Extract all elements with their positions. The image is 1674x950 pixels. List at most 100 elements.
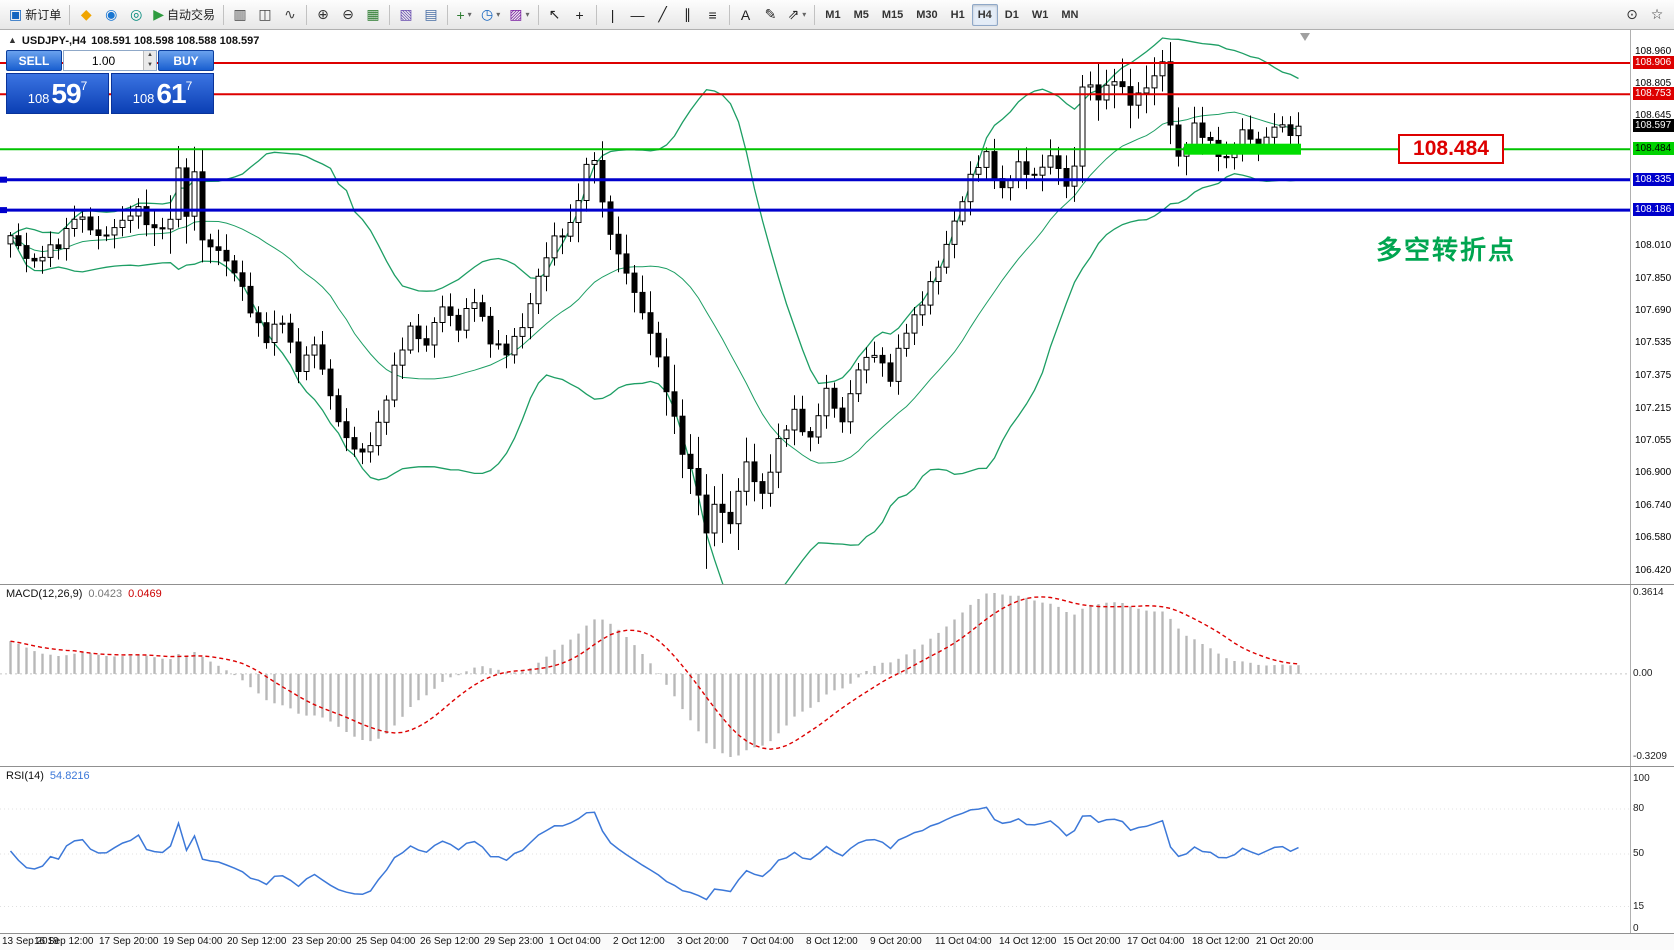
- text-button[interactable]: A: [734, 3, 758, 27]
- price-axis-label: 108.010: [1635, 240, 1672, 251]
- price-callout-label[interactable]: 108.484: [1398, 134, 1504, 164]
- price-axis-label: 107.690: [1635, 305, 1672, 316]
- horizontal-line-button[interactable]: —: [626, 3, 650, 27]
- tile-windows-icon: ▤: [424, 6, 438, 22]
- candlestick-chart-button[interactable]: ◫: [253, 3, 277, 27]
- sell-price-big: 59: [51, 77, 81, 109]
- support-button[interactable]: ◎: [124, 3, 148, 27]
- toolbar-separator: [306, 4, 308, 25]
- symbol-ohlc-values: 108.591 108.598 108.588 108.597: [91, 35, 260, 47]
- timeframe-m1-button[interactable]: M1: [825, 8, 841, 21]
- buy-price-sup: 7: [185, 79, 193, 93]
- buy-price-display[interactable]: 108 61 7: [111, 73, 214, 114]
- chart-shift-marker[interactable]: [1300, 33, 1310, 41]
- lot-increase-button[interactable]: ▲: [144, 51, 156, 61]
- price-axis-label: 106.580: [1635, 532, 1672, 543]
- time-axis-label: 11 Oct 04:00: [935, 936, 992, 947]
- time-axis-label: 26 Sep 12:00: [420, 936, 480, 947]
- green-zone-highlight[interactable]: [1184, 143, 1301, 155]
- templates-button[interactable]: ▨ ▾: [505, 3, 533, 27]
- toolbar-separator: [728, 4, 730, 25]
- chevron-down-icon: ▾: [525, 10, 530, 19]
- lot-spinner: ▲ ▼: [143, 51, 156, 70]
- equidistant-channel-button[interactable]: ∥: [676, 3, 700, 27]
- autotrading-button[interactable]: ▶ 自动交易: [149, 3, 219, 27]
- toolbar-right-group: ⊙ ☆: [1620, 3, 1669, 27]
- zoom-in-button[interactable]: ⊕: [311, 3, 335, 27]
- time-axis-label: 1 Oct 04:00: [549, 936, 601, 947]
- timeframe-h4-button[interactable]: H4: [971, 3, 998, 26]
- lot-size-input[interactable]: [64, 51, 143, 70]
- chart-note-text[interactable]: 多空转折点: [1376, 235, 1517, 265]
- text-label-icon: ✎: [764, 6, 777, 22]
- bollinger-bands: [9, 37, 1299, 584]
- cursor-button[interactable]: ↖: [543, 3, 567, 27]
- vertical-line-button[interactable]: |: [601, 3, 625, 27]
- support-icon: ◎: [130, 6, 143, 22]
- tile-windows-button[interactable]: ▤: [419, 3, 443, 27]
- indicators-window-button[interactable]: ▧: [394, 3, 418, 27]
- timeframe-w1-button[interactable]: W1: [1031, 8, 1049, 21]
- indicators-window-icon: ▧: [399, 6, 413, 22]
- timeframe-d1-button[interactable]: D1: [1004, 8, 1019, 21]
- blue-price-tag: 108.335: [1633, 173, 1674, 186]
- new-order-label: 新订单: [25, 8, 62, 22]
- arrows-button[interactable]: ⇗ ▾: [784, 3, 811, 27]
- price-axis-label: 107.375: [1635, 370, 1672, 381]
- text-icon: A: [740, 6, 751, 23]
- lot-decrease-button[interactable]: ▼: [144, 60, 156, 70]
- zoom-out-button[interactable]: ⊖: [336, 3, 360, 27]
- sell-price-display[interactable]: 108 59 7: [6, 73, 109, 114]
- time-axis-label: 29 Sep 23:00: [484, 936, 544, 947]
- macd-canvas[interactable]: [0, 585, 1674, 766]
- time-axis-label: 15 Oct 20:00: [1063, 936, 1121, 947]
- time-axis-label: 17 Sep 20:00: [99, 936, 159, 947]
- bar-chart-button[interactable]: ▥: [228, 3, 252, 27]
- rsi-indicator-panel[interactable]: RSI(14) 54.8216 100 80 50 15 0: [0, 766, 1674, 934]
- add-indicator-button[interactable]: + ▾: [452, 3, 476, 27]
- line-chart-button[interactable]: ∿: [278, 3, 302, 27]
- buy-button[interactable]: BUY: [158, 50, 214, 71]
- sell-button[interactable]: SELL: [6, 50, 62, 71]
- time-axis-label: 23 Sep 20:00: [292, 936, 352, 947]
- macd-indicator-panel[interactable]: MACD(12,26,9) 0.0423 0.0469 0.3614 0.00 -0…: [0, 584, 1674, 766]
- macd-histogram: [9, 593, 1300, 757]
- rsi-label: RSI(14) 54.8216: [6, 770, 90, 782]
- crosshair-icon: +: [575, 6, 584, 23]
- time-axis[interactable]: 13 Sep 2019 16 Sep 12:00 17 Sep 20:00 19 Se…: [0, 933, 1674, 950]
- time-axis-label: 14 Oct 12:00: [999, 936, 1057, 947]
- horizontal-lines[interactable]: [0, 62, 1630, 214]
- sell-price-prefix: 108: [27, 91, 50, 106]
- grid-button[interactable]: ▦: [361, 3, 385, 27]
- text-label-button[interactable]: ✎: [759, 3, 783, 27]
- time-axis-label: 21 Oct 20:00: [1256, 936, 1314, 947]
- time-axis-label: 16 Sep 12:00: [34, 936, 94, 947]
- price-chart-canvas[interactable]: [0, 30, 1674, 584]
- fibonacci-button[interactable]: ≡: [701, 3, 725, 27]
- community-button[interactable]: ◉: [99, 3, 123, 27]
- new-order-button[interactable]: ▣ 新订单: [5, 3, 65, 27]
- favorites-button[interactable]: ☆: [1645, 3, 1669, 27]
- crosshair-button[interactable]: +: [568, 3, 592, 27]
- one-click-trading-panel: SELL ▲ ▼ BUY 108 59 7 108 61 7: [6, 50, 214, 114]
- charts-button[interactable]: ◆: [74, 3, 98, 27]
- timeframe-h1-button[interactable]: H1: [950, 8, 965, 21]
- timeframe-m15-button[interactable]: M15: [881, 8, 904, 21]
- search-button[interactable]: ⊙: [1620, 3, 1644, 27]
- time-axis-label: 19 Sep 04:00: [163, 936, 223, 947]
- favorites-icon: ☆: [1650, 6, 1664, 22]
- line-chart-icon: ∿: [284, 6, 296, 22]
- timeframe-mn-button[interactable]: MN: [1061, 8, 1079, 21]
- periods-button[interactable]: ◷ ▾: [477, 3, 504, 27]
- rsi-canvas[interactable]: [0, 767, 1674, 933]
- trendline-button[interactable]: ╱: [651, 3, 675, 27]
- time-axis-label: 13 Sep 2019: [2, 936, 59, 947]
- time-axis-label: 17 Oct 04:00: [1127, 936, 1185, 947]
- macd-signal-value: 0.0469: [128, 588, 162, 600]
- blue-price-tag: 108.186: [1633, 203, 1674, 216]
- timeframe-m5-button[interactable]: M5: [853, 8, 869, 21]
- autotrading-label: 自动交易: [167, 8, 216, 22]
- rsi-axis-label: 0: [1633, 923, 1639, 934]
- main-chart-panel[interactable]: ▲ USDJPY-,H4 108.591 108.598 108.588 108…: [0, 30, 1674, 584]
- timeframe-m30-button[interactable]: M30: [916, 8, 938, 21]
